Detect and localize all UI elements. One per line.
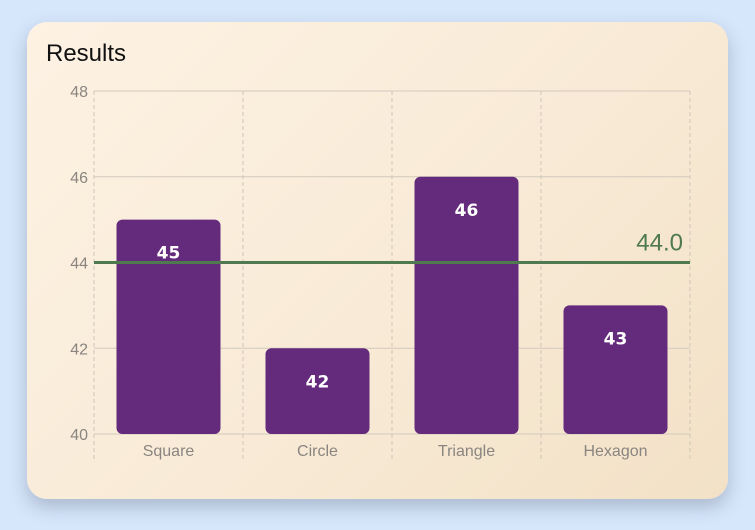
reference-line-group: 44.0	[94, 230, 690, 264]
chart-title: Results	[46, 40, 127, 67]
bar	[414, 176, 519, 434]
x-tick-label: Square	[143, 443, 195, 460]
bar	[265, 348, 370, 434]
y-tick-label: 46	[70, 170, 88, 187]
y-tick-label: 44	[70, 256, 88, 273]
x-tick-label: Circle	[297, 443, 338, 460]
x-tick-label: Hexagon	[583, 443, 647, 460]
bars: 45 42 46 43	[116, 176, 668, 434]
bar	[563, 305, 668, 434]
reference-line-label: 44.0	[636, 230, 683, 257]
y-axis: 40 42 44 46 48	[70, 84, 88, 444]
data-label: 42	[306, 372, 330, 392]
x-tick-label: Triangle	[438, 443, 495, 460]
data-label: 45	[157, 244, 181, 264]
data-label: 43	[604, 329, 628, 349]
y-tick-label: 40	[70, 427, 88, 444]
data-label: 46	[455, 201, 479, 221]
y-tick-label: 42	[70, 341, 88, 358]
y-tick-label: 48	[70, 84, 88, 101]
x-axis: Square Circle Triangle Hexagon	[143, 443, 648, 460]
bar	[116, 219, 221, 434]
